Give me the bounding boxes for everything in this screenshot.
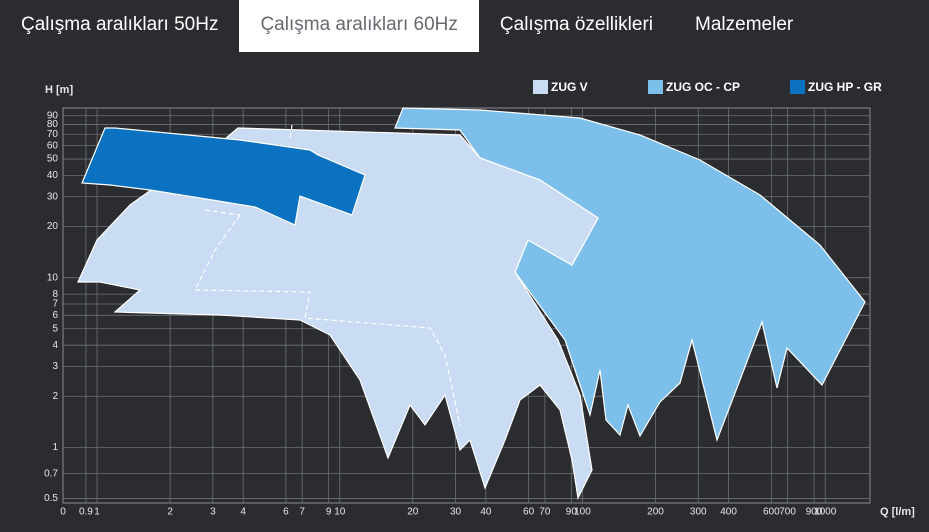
y-tick-label: 8 bbox=[52, 289, 58, 300]
x-tick-label: 9 bbox=[326, 507, 332, 518]
x-tick-label: 900 bbox=[806, 507, 823, 518]
x-tick-label: 300 bbox=[690, 507, 707, 518]
x-tick-label: 40 bbox=[480, 507, 492, 518]
legend-swatch bbox=[533, 80, 548, 94]
x-tick-label: 6 bbox=[283, 507, 289, 518]
y-tick-label: 40 bbox=[47, 170, 59, 181]
y-tick-label: 30 bbox=[47, 191, 59, 202]
y-tick-label: 3 bbox=[52, 361, 58, 372]
legend-label: ZUG OC - CP bbox=[666, 80, 740, 94]
y-tick-label: 80 bbox=[47, 119, 59, 130]
y-tick-label: 20 bbox=[47, 221, 59, 232]
y-tick-label: 90 bbox=[47, 110, 59, 121]
y-tick-label: 50 bbox=[47, 154, 59, 165]
region-zug-hp-gr bbox=[81, 127, 366, 226]
x-tick-label: 400 bbox=[720, 507, 737, 518]
curve bbox=[289, 124, 293, 141]
y-tick-label: 0.5 bbox=[44, 493, 58, 504]
tab-bar: Çalışma aralıkları 50Hz Çalışma aralıklar… bbox=[0, 0, 929, 52]
x-tick-label: 200 bbox=[647, 507, 664, 518]
tab[interactable]: Çalışma aralıkları 50Hz bbox=[21, 14, 219, 35]
x-tick-label: 90 bbox=[566, 507, 578, 518]
y-tick-label: 4 bbox=[52, 340, 58, 351]
y-tick-label: 7 bbox=[52, 299, 58, 310]
regions bbox=[77, 107, 866, 500]
legend-swatch bbox=[790, 80, 805, 94]
x-tick-label: 70 bbox=[539, 507, 551, 518]
y-axis-title: H [m] bbox=[45, 84, 73, 96]
y-tick-label: 60 bbox=[47, 140, 59, 151]
plot-frame bbox=[62, 107, 871, 504]
legend-label: ZUG HP - GR bbox=[808, 80, 882, 94]
y-tick-label: 70 bbox=[47, 129, 59, 140]
x-tick-label: 10 bbox=[334, 507, 346, 518]
region-zug-v bbox=[77, 127, 599, 500]
y-tick-label: 2 bbox=[52, 391, 58, 402]
x-tick-label: 600 bbox=[763, 507, 780, 518]
x-axis-title: Q [l/m] bbox=[880, 506, 915, 518]
x-tick-label: 7 bbox=[299, 507, 305, 518]
x-tick-label: 60 bbox=[523, 507, 535, 518]
y-tick-label: 10 bbox=[47, 272, 59, 283]
legend-label: ZUG V bbox=[551, 80, 588, 94]
x-tick-label: 100 bbox=[574, 507, 591, 518]
x-tick-label: 3 bbox=[210, 507, 216, 518]
tab[interactable]: Çalışma özellikleri bbox=[499, 14, 654, 35]
y-tick-label: 0.7 bbox=[44, 468, 58, 479]
x-tick-label: 4 bbox=[240, 507, 246, 518]
x-tick-label: 0.9 bbox=[79, 507, 93, 518]
x-tick-label: 20 bbox=[407, 507, 419, 518]
y-tick-label: 1 bbox=[52, 442, 58, 453]
y-tick-label: 6 bbox=[52, 310, 58, 321]
legend-swatch bbox=[648, 80, 663, 94]
x-tick-label: 1 bbox=[94, 507, 100, 518]
x-tick-label: 1000 bbox=[814, 507, 837, 518]
x-tick-label: 2 bbox=[167, 507, 173, 518]
y-tick-label: 5 bbox=[52, 323, 58, 334]
x-tick-label: 30 bbox=[450, 507, 462, 518]
curve bbox=[204, 209, 241, 216]
x-origin-label: 0 bbox=[60, 507, 66, 518]
tab[interactable]: Çalışma aralıkları 60Hz bbox=[239, 0, 479, 52]
curve bbox=[194, 214, 461, 426]
tab[interactable]: Malzemeler bbox=[695, 14, 794, 35]
x-tick-label: 700 bbox=[779, 507, 796, 518]
